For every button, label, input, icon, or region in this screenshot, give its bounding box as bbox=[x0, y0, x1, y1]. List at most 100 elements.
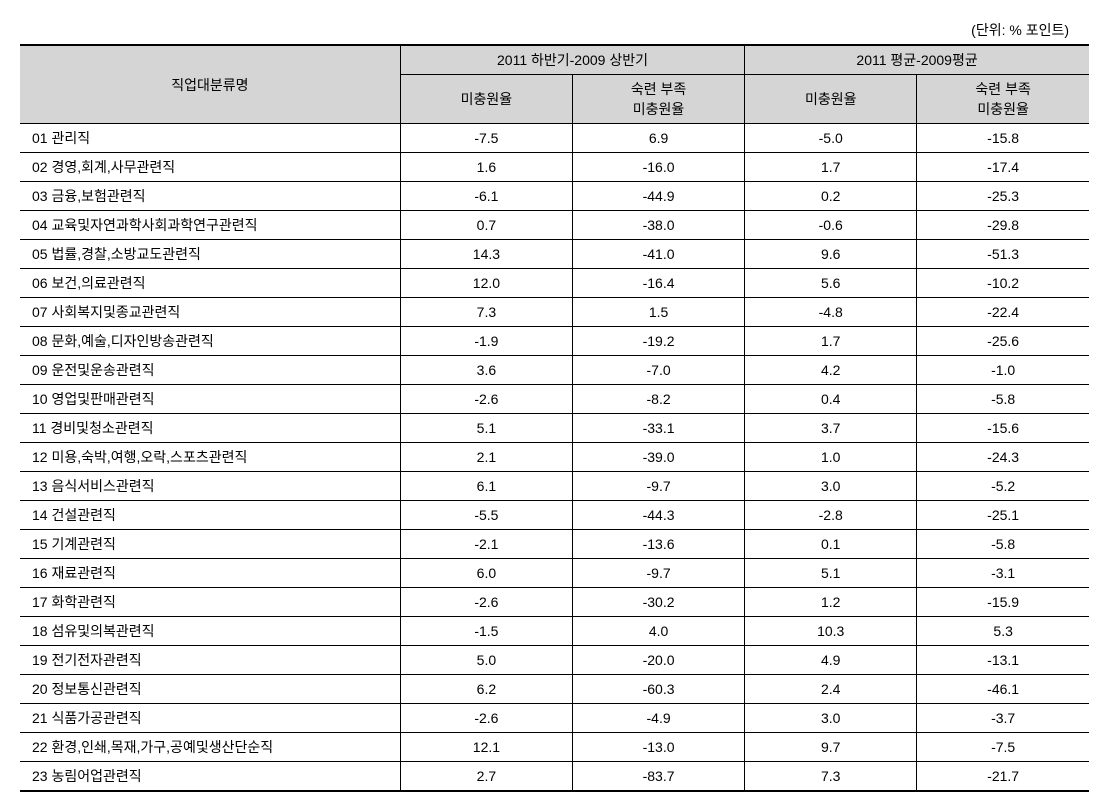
cell-value: 7.3 bbox=[745, 762, 917, 792]
table-row: 23 농림어업관련직2.7-83.77.3-21.7 bbox=[20, 762, 1089, 792]
header-sub2-line1: 숙련 부족 bbox=[631, 81, 686, 97]
cell-value: -6.1 bbox=[400, 182, 572, 211]
header-group2: 2011 평균-2009평균 bbox=[745, 45, 1089, 75]
cell-value: 0.1 bbox=[745, 530, 917, 559]
cell-value: -15.6 bbox=[917, 414, 1089, 443]
table-row: 09 운전및운송관련직3.6-7.04.2-1.0 bbox=[20, 356, 1089, 385]
table-row: 18 섬유및의복관련직-1.54.010.35.3 bbox=[20, 617, 1089, 646]
cell-value: 4.2 bbox=[745, 356, 917, 385]
cell-value: -25.6 bbox=[917, 327, 1089, 356]
row-label: 12 미용,숙박,여행,오락,스포츠관련직 bbox=[20, 443, 400, 472]
table-row: 17 화학관련직-2.6-30.21.2-15.9 bbox=[20, 588, 1089, 617]
table-row: 01 관리직-7.56.9-5.0-15.8 bbox=[20, 124, 1089, 153]
header-sub4: 숙련 부족 미충원율 bbox=[917, 75, 1089, 124]
cell-value: 2.7 bbox=[400, 762, 572, 792]
header-sub4-line2: 미충원율 bbox=[977, 101, 1029, 117]
cell-value: -46.1 bbox=[917, 675, 1089, 704]
row-label: 14 건설관련직 bbox=[20, 501, 400, 530]
cell-value: 14.3 bbox=[400, 240, 572, 269]
cell-value: 10.3 bbox=[745, 617, 917, 646]
header-group1: 2011 하반기-2009 상반기 bbox=[400, 45, 744, 75]
cell-value: -21.7 bbox=[917, 762, 1089, 792]
cell-value: -83.7 bbox=[572, 762, 744, 792]
cell-value: -7.0 bbox=[572, 356, 744, 385]
table-row: 02 경영,회계,사무관련직1.6-16.01.7-17.4 bbox=[20, 153, 1089, 182]
cell-value: -4.9 bbox=[572, 704, 744, 733]
cell-value: -20.0 bbox=[572, 646, 744, 675]
cell-value: -2.8 bbox=[745, 501, 917, 530]
cell-value: 4.0 bbox=[572, 617, 744, 646]
cell-value: -24.3 bbox=[917, 443, 1089, 472]
cell-value: -41.0 bbox=[572, 240, 744, 269]
cell-value: 7.3 bbox=[400, 298, 572, 327]
cell-value: 9.7 bbox=[745, 733, 917, 762]
cell-value: -16.4 bbox=[572, 269, 744, 298]
cell-value: 3.6 bbox=[400, 356, 572, 385]
table-row: 04 교육및자연과학사회과학연구관련직0.7-38.0-0.6-29.8 bbox=[20, 211, 1089, 240]
row-label: 22 환경,인쇄,목재,가구,공예및생산단순직 bbox=[20, 733, 400, 762]
cell-value: -5.5 bbox=[400, 501, 572, 530]
row-label: 13 음식서비스관련직 bbox=[20, 472, 400, 501]
cell-value: 3.0 bbox=[745, 472, 917, 501]
cell-value: -39.0 bbox=[572, 443, 744, 472]
cell-value: 5.1 bbox=[745, 559, 917, 588]
cell-value: -38.0 bbox=[572, 211, 744, 240]
table-row: 10 영업및판매관련직-2.6-8.20.4-5.8 bbox=[20, 385, 1089, 414]
table-row: 07 사회복지및종교관련직7.31.5-4.8-22.4 bbox=[20, 298, 1089, 327]
header-sub2: 숙련 부족 미충원율 bbox=[572, 75, 744, 124]
table-row: 20 정보통신관련직6.2-60.32.4-46.1 bbox=[20, 675, 1089, 704]
cell-value: -3.7 bbox=[917, 704, 1089, 733]
cell-value: 1.5 bbox=[572, 298, 744, 327]
cell-value: -13.1 bbox=[917, 646, 1089, 675]
row-label: 16 재료관련직 bbox=[20, 559, 400, 588]
cell-value: -2.6 bbox=[400, 385, 572, 414]
cell-value: 9.6 bbox=[745, 240, 917, 269]
header-sub1: 미충원율 bbox=[400, 75, 572, 124]
table-row: 14 건설관련직-5.5-44.3-2.8-25.1 bbox=[20, 501, 1089, 530]
cell-value: -1.0 bbox=[917, 356, 1089, 385]
cell-value: -8.2 bbox=[572, 385, 744, 414]
row-label: 18 섬유및의복관련직 bbox=[20, 617, 400, 646]
row-label: 07 사회복지및종교관련직 bbox=[20, 298, 400, 327]
table-row: 06 보건,의료관련직12.0-16.45.6-10.2 bbox=[20, 269, 1089, 298]
row-label: 05 법률,경찰,소방교도관련직 bbox=[20, 240, 400, 269]
row-label: 23 농림어업관련직 bbox=[20, 762, 400, 792]
table-row: 03 금융,보험관련직-6.1-44.90.2-25.3 bbox=[20, 182, 1089, 211]
table-row: 16 재료관련직6.0-9.75.1-3.1 bbox=[20, 559, 1089, 588]
table-body: 01 관리직-7.56.9-5.0-15.802 경영,회계,사무관련직1.6-… bbox=[20, 124, 1089, 792]
cell-value: -44.9 bbox=[572, 182, 744, 211]
table-row: 22 환경,인쇄,목재,가구,공예및생산단순직12.1-13.09.7-7.5 bbox=[20, 733, 1089, 762]
cell-value: 12.1 bbox=[400, 733, 572, 762]
cell-value: 1.7 bbox=[745, 153, 917, 182]
cell-value: -1.5 bbox=[400, 617, 572, 646]
cell-value: -4.8 bbox=[745, 298, 917, 327]
cell-value: 0.4 bbox=[745, 385, 917, 414]
cell-value: 0.7 bbox=[400, 211, 572, 240]
cell-value: -7.5 bbox=[917, 733, 1089, 762]
cell-value: -5.8 bbox=[917, 530, 1089, 559]
cell-value: 1.7 bbox=[745, 327, 917, 356]
cell-value: -30.2 bbox=[572, 588, 744, 617]
row-label: 17 화학관련직 bbox=[20, 588, 400, 617]
cell-value: -10.2 bbox=[917, 269, 1089, 298]
cell-value: -9.7 bbox=[572, 559, 744, 588]
cell-value: -16.0 bbox=[572, 153, 744, 182]
cell-value: -3.1 bbox=[917, 559, 1089, 588]
cell-value: -5.8 bbox=[917, 385, 1089, 414]
header-rowlabel: 직업대분류명 bbox=[20, 45, 400, 124]
cell-value: -33.1 bbox=[572, 414, 744, 443]
row-label: 08 문화,예술,디자인방송관련직 bbox=[20, 327, 400, 356]
row-label: 03 금융,보험관련직 bbox=[20, 182, 400, 211]
header-sub4-line1: 숙련 부족 bbox=[975, 81, 1030, 97]
cell-value: -44.3 bbox=[572, 501, 744, 530]
cell-value: 1.6 bbox=[400, 153, 572, 182]
cell-value: 6.9 bbox=[572, 124, 744, 153]
row-label: 21 식품가공관련직 bbox=[20, 704, 400, 733]
table-row: 21 식품가공관련직-2.6-4.93.0-3.7 bbox=[20, 704, 1089, 733]
cell-value: -2.6 bbox=[400, 588, 572, 617]
table-row: 08 문화,예술,디자인방송관련직-1.9-19.21.7-25.6 bbox=[20, 327, 1089, 356]
cell-value: 12.0 bbox=[400, 269, 572, 298]
table-row: 15 기계관련직-2.1-13.60.1-5.8 bbox=[20, 530, 1089, 559]
cell-value: -25.3 bbox=[917, 182, 1089, 211]
cell-value: -15.8 bbox=[917, 124, 1089, 153]
